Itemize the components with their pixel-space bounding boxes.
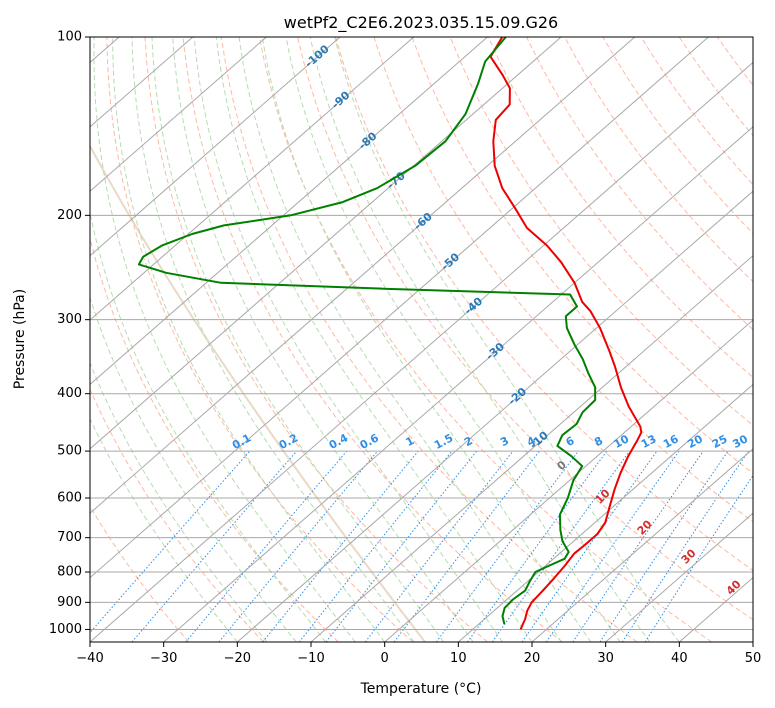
moist-adiabat-line	[285, 37, 621, 642]
moist-adiabat-line	[172, 37, 474, 642]
mixing-ratio-label: 13	[639, 432, 659, 451]
y-tick-label: 400	[57, 386, 82, 401]
isotherm-line	[237, 190, 753, 642]
mixing-ratio-line	[435, 450, 579, 642]
x-tick-label: 20	[524, 651, 541, 666]
isotherm-line	[90, 37, 341, 257]
mixing-ratio-line	[599, 450, 729, 642]
y-tick-label: 300	[57, 312, 82, 327]
isotherm-line	[310, 254, 753, 642]
y-tick-label: 800	[57, 565, 82, 580]
mixing-ratio-line	[325, 450, 478, 642]
dry-adiabat-line	[373, 37, 753, 523]
moist-adiabat-line	[334, 37, 680, 642]
dry-adiabat-line	[335, 37, 753, 572]
x-tick-label: 10	[450, 651, 467, 666]
mixing-ratio-label: 16	[661, 432, 681, 451]
y-tick-label: 900	[57, 595, 82, 610]
mixing-ratio-line	[364, 450, 514, 642]
isotherm-line	[90, 37, 415, 321]
mixing-ratio-line	[621, 450, 749, 642]
y-tick-label: 700	[57, 530, 82, 545]
isotherm-line	[90, 37, 709, 579]
mixing-ratio-line	[572, 450, 704, 642]
background-layer	[90, 145, 426, 642]
mixing-ratio-line	[262, 450, 419, 642]
y-tick-label: 1000	[49, 622, 82, 637]
isotherm-line	[384, 319, 753, 642]
mixing-ratio-label: 25	[710, 432, 730, 451]
mixing-ratio-line	[545, 450, 680, 642]
x-tick-label: 50	[745, 651, 762, 666]
temperature-profile	[489, 37, 643, 630]
mixing-ratio-label: 30	[730, 432, 750, 451]
x-tick-label: −30	[150, 651, 177, 666]
isotherm-line	[163, 126, 753, 642]
moist-adiabat-line	[215, 37, 533, 642]
moist-adiabat-line	[90, 210, 327, 642]
isotherm-line	[90, 37, 636, 514]
plot-frame	[89, 36, 754, 643]
moist-adiabat-line	[93, 37, 356, 642]
mixing-ratio-line	[521, 450, 658, 642]
x-tick-label: 40	[671, 651, 688, 666]
mixing-ratio-line	[185, 450, 348, 642]
mixing-ratio-line	[131, 450, 298, 642]
x-tick-label: −20	[224, 651, 251, 666]
x-tick-label: 30	[597, 651, 614, 666]
y-tick-label: 600	[57, 491, 82, 506]
y-axis-label: Pressure (hPa)	[12, 289, 28, 389]
y-tick-label: 200	[57, 208, 82, 223]
isobars	[90, 37, 753, 630]
mixing-ratio-label: 20	[685, 432, 705, 451]
mixing-ratio-line	[467, 450, 608, 642]
isotherm-line	[531, 448, 753, 642]
isotherms	[90, 37, 753, 642]
moist-adiabat-line	[90, 361, 268, 642]
dewpoint-profile	[137, 37, 597, 625]
x-tick-label: 0	[381, 651, 389, 666]
chart-title: wetPf2_C2E6.2023.035.15.09.G26	[284, 13, 558, 33]
y-tick-label: 100	[57, 30, 82, 45]
x-tick-label: −40	[76, 651, 103, 666]
dry-adiabat-line	[487, 37, 753, 379]
moist-adiabats	[90, 37, 680, 642]
moist-adiabat-line	[193, 37, 503, 642]
moist-adiabat-line	[131, 37, 415, 642]
moist-adiabat-line	[90, 296, 297, 642]
isotherm-line	[90, 37, 562, 450]
isotherm-line	[90, 61, 753, 642]
mixing-ratio-line	[644, 474, 753, 642]
plot-area: -100-90-80-70-60-50-40-30-20-10010203040…	[90, 37, 771, 642]
dry-adiabat-line	[90, 388, 264, 642]
y-tick-label: 500	[57, 444, 82, 459]
background-arc	[90, 145, 426, 642]
dry-adiabat-line	[182, 37, 563, 642]
sounding-profiles	[137, 37, 643, 630]
x-axis-label: Temperature (°C)	[360, 681, 482, 697]
x-tick-label: −10	[297, 651, 324, 666]
isotherm-line	[605, 512, 753, 642]
dry-adiabat-line	[220, 37, 638, 642]
dry-adiabat-line	[144, 37, 488, 642]
isotherm-line	[90, 37, 488, 386]
mixing-ratio-lines	[90, 450, 753, 642]
dry-adiabat-line	[411, 37, 753, 474]
moist-adiabat-line	[309, 37, 651, 642]
mixing-ratio-label: 36	[751, 432, 771, 451]
isotherm-line	[458, 383, 753, 642]
mixing-ratio-line	[90, 450, 251, 634]
axes: −40 −30 −20 −10 0 10 20 30 40 50 1000 900 800 700 600 5…	[49, 30, 761, 667]
dry-adiabat-line	[297, 37, 753, 621]
mixing-ratio-label: 10	[612, 432, 632, 451]
isotherm-line	[90, 37, 267, 192]
